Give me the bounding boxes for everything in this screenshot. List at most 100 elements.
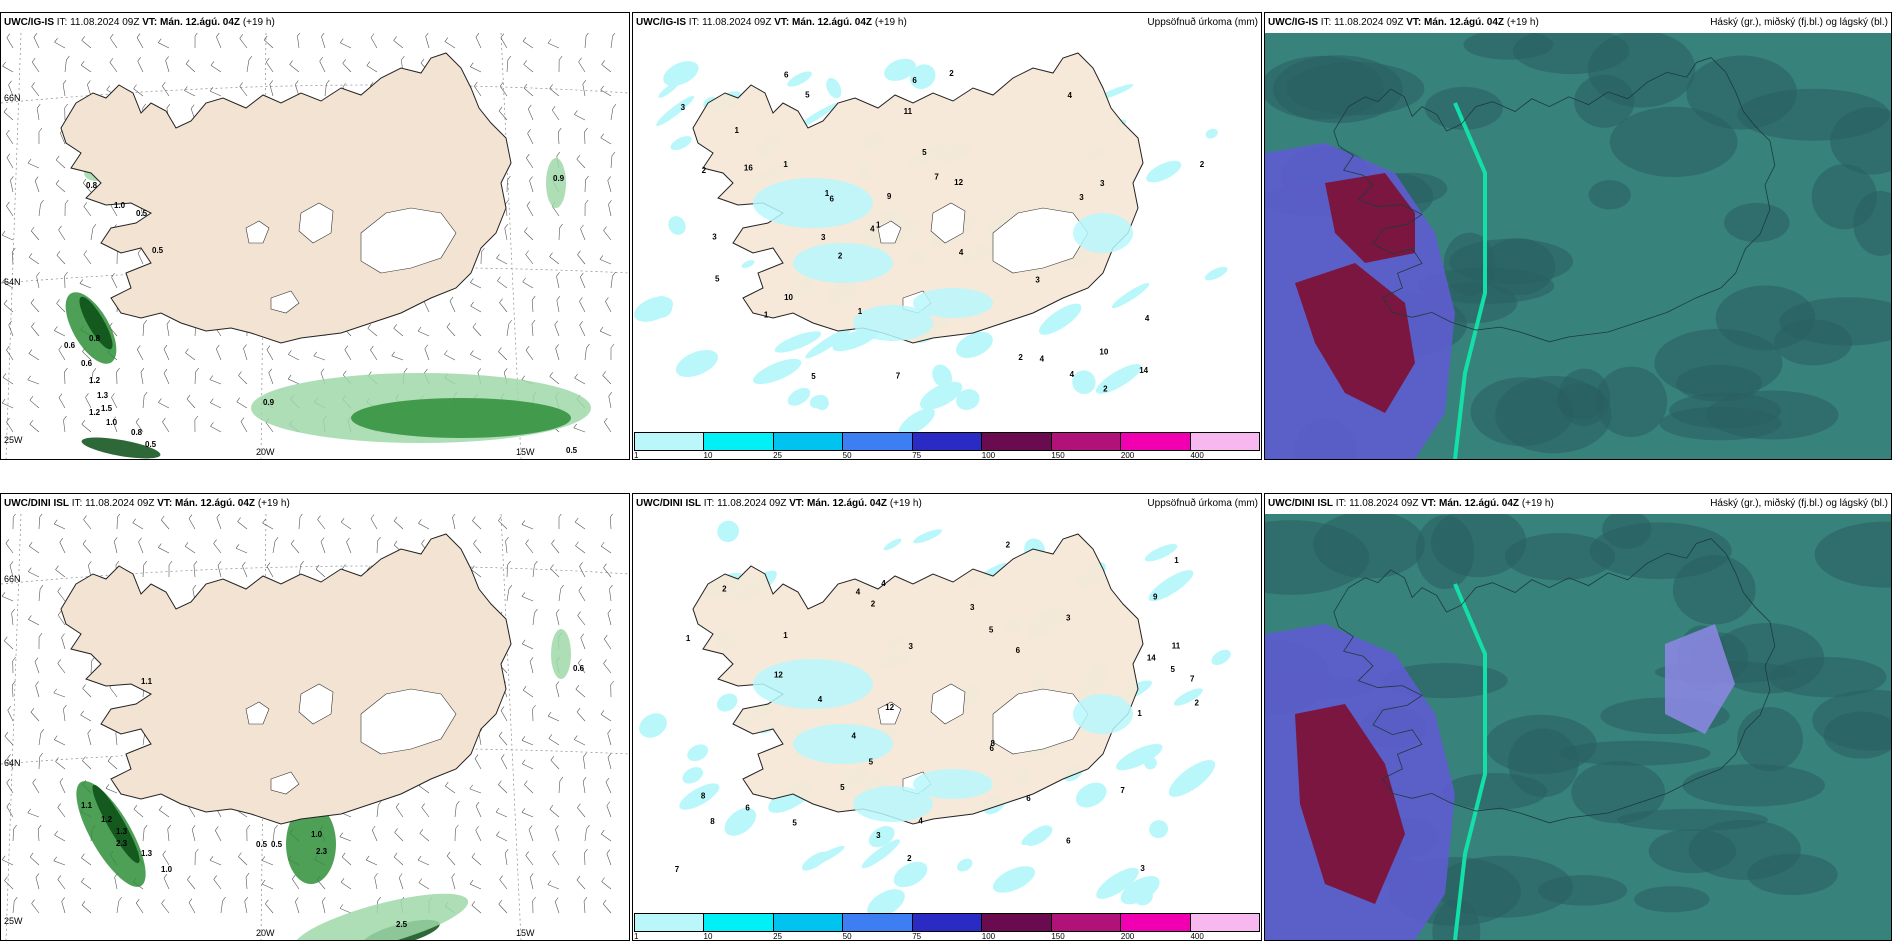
wind-barb <box>136 37 144 49</box>
wind-barb-flag <box>210 61 215 66</box>
wind-barb-flag <box>158 398 162 403</box>
wind-barb <box>531 300 534 313</box>
wind-barb-flag <box>12 247 16 253</box>
wind-barb-flag <box>315 564 320 570</box>
wind-barb-flag <box>6 802 11 807</box>
wind-barb <box>366 65 378 73</box>
precip-amount-label: 7 <box>675 865 680 874</box>
wind-barb-flag <box>472 516 476 521</box>
wind-barb <box>244 901 248 914</box>
precip-field <box>957 858 973 872</box>
precip-map-panel-top: UWC/IG-IS IT: 11.08.2024 09Z VT: Mán. 12… <box>632 12 1262 460</box>
wind-barb <box>4 880 14 890</box>
wind-barb <box>606 853 612 866</box>
wind-barb-flag <box>578 658 582 664</box>
precip-field <box>663 61 699 86</box>
wind-barb <box>419 785 430 794</box>
wind-barb-flag <box>444 350 448 355</box>
wind-barb <box>339 836 352 842</box>
wind-barb-flag <box>163 344 168 350</box>
wind-barb <box>610 108 614 121</box>
wind-barb <box>4 640 14 650</box>
lon-label: 15W <box>516 447 535 457</box>
wind-barb-flag <box>452 514 456 518</box>
wind-barb <box>82 543 92 554</box>
wind-barb <box>472 326 482 337</box>
wind-barb-flag <box>158 38 162 43</box>
wind-barb <box>138 541 144 554</box>
wind-value-label: 0.5 <box>145 440 157 449</box>
wind-barb <box>272 541 276 554</box>
wind-barb <box>342 63 352 73</box>
wind-barb <box>85 397 92 409</box>
glacier <box>877 701 902 725</box>
wind-barb <box>6 421 14 433</box>
wind-barb-flag <box>611 151 616 157</box>
wind-barb <box>7 710 14 722</box>
wind-barb <box>55 159 66 169</box>
wind-barb-flag <box>531 295 536 301</box>
wind-barb-flag <box>9 561 14 566</box>
wind-barb-flag <box>6 153 11 158</box>
wind-barb-flag <box>136 898 140 904</box>
precip-field <box>884 58 916 81</box>
precip-field <box>913 288 993 318</box>
wind-barb <box>29 399 40 409</box>
wind-barb-flag <box>528 104 532 110</box>
wind-barb <box>444 41 456 49</box>
wind-barb-flag <box>82 539 87 545</box>
legend-swatch <box>1121 914 1191 931</box>
precip-area <box>92 784 140 864</box>
wind-barb <box>56 254 66 265</box>
mid-cloud-patch <box>1768 656 1887 698</box>
wind-barb-flag <box>158 805 163 811</box>
wind-barb-flag <box>525 346 530 351</box>
wind-barb <box>317 519 326 530</box>
wind-barb <box>584 829 587 842</box>
wind-barb <box>475 37 482 49</box>
wind-barb <box>423 301 430 313</box>
iceland-coastline <box>60 533 512 825</box>
precip-amount-label: 2 <box>1103 384 1108 393</box>
wind-barb-flag <box>529 657 534 662</box>
wind-barb <box>500 710 508 722</box>
precip-amount-label: 12 <box>885 703 894 712</box>
wind-barb <box>574 739 586 746</box>
wind-barb <box>90 661 93 674</box>
wind-barb-flag <box>35 873 40 878</box>
wind-barb <box>551 543 560 554</box>
precip-amount-label: 2 <box>838 251 843 260</box>
wind-barb-flag <box>549 252 553 257</box>
wind-barb <box>578 61 586 73</box>
wind-barb <box>580 228 586 241</box>
wind-barb-flag <box>137 248 142 254</box>
wind-barb-flag <box>191 825 196 830</box>
wind-barb <box>6 133 14 145</box>
wind-barb-flag <box>342 59 346 64</box>
wind-barb <box>30 230 40 241</box>
mid-cloud-patch <box>1415 514 1475 590</box>
wind-barb-flag <box>27 375 31 381</box>
wind-barb <box>238 856 248 866</box>
wind-barb <box>54 330 66 337</box>
wind-barb-flag <box>4 732 9 737</box>
wind-barb-flag <box>14 896 18 902</box>
wind-barb <box>2 377 14 385</box>
wind-barb-flag <box>80 60 85 66</box>
precip-amount-label: 5 <box>869 757 874 766</box>
precip-area <box>79 296 113 350</box>
wind-barb <box>186 398 196 409</box>
precip-field <box>1120 876 1160 905</box>
wind-barb <box>340 42 352 49</box>
wind-barb-flag <box>55 757 59 762</box>
wind-barb-flag <box>1 230 6 236</box>
legend-tick-label: 400 <box>1190 451 1204 460</box>
wind-value-label: 0.6 <box>64 341 76 350</box>
wind-barb-flag <box>583 896 588 902</box>
wind-barb <box>58 349 66 361</box>
wind-barb-flag <box>365 855 370 861</box>
iceland-coastline <box>1333 57 1776 343</box>
wind-barb <box>246 60 250 73</box>
wind-barb-flag <box>558 127 562 133</box>
